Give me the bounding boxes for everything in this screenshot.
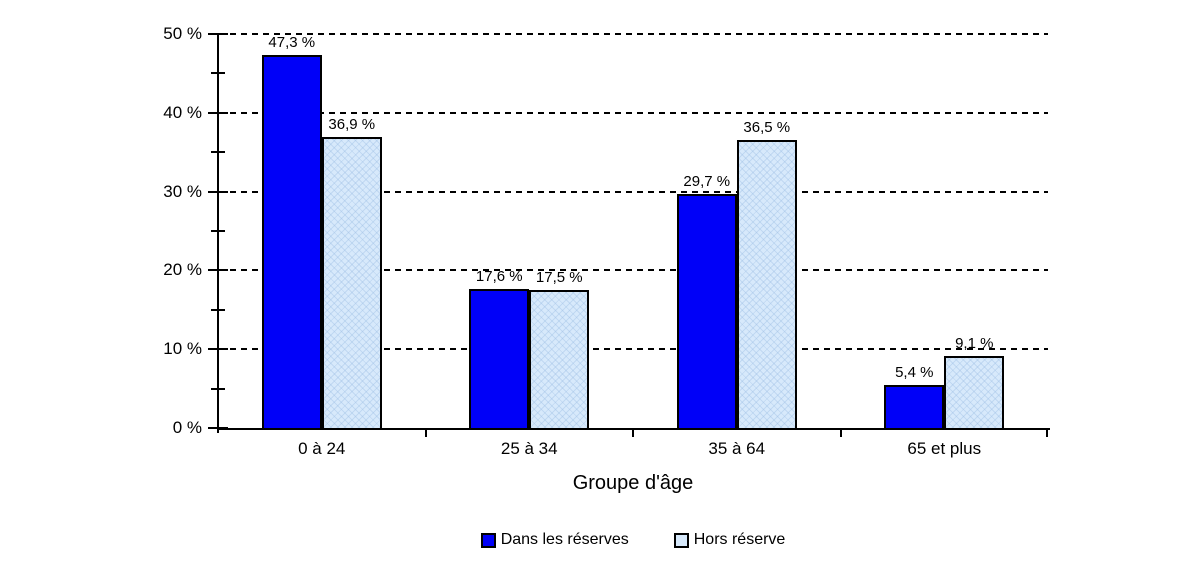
y-axis-tick-label: 30 % [163, 181, 202, 201]
y-axis-tick-label: 40 % [163, 102, 202, 122]
y-axis-minor-tick [211, 151, 225, 154]
bar-value-label: 17,6 % [475, 268, 523, 286]
bar-dans-les-reserves [884, 385, 945, 430]
bar-dans-les-reserves [469, 289, 530, 430]
x-category-label: 35 à 64 [708, 439, 766, 458]
gridline [219, 111, 1048, 114]
x-category-label: 65 et plus [907, 439, 982, 458]
y-axis-tick-label: 20 % [163, 260, 202, 280]
legend-label-dans-les-reserves: Dans les réserves [500, 531, 629, 548]
gridline [219, 269, 1048, 272]
y-axis-major-tick [208, 111, 228, 114]
bar-value-label: 36,5 % [743, 119, 791, 137]
bar-value-label: 5,4 % [895, 364, 934, 382]
gridline [219, 33, 1048, 35]
bar-value-label: 47,3 % [268, 34, 316, 52]
legend: Dans les réserves Hors réserve [218, 531, 1048, 549]
bar-value-label: 36,9 % [328, 116, 376, 134]
legend-item-dans-les-reserves: Dans les réserves [480, 531, 629, 549]
bar-hors-reserve [321, 137, 382, 430]
bar-hors-reserve [736, 140, 797, 430]
y-axis-minor-tick [211, 230, 225, 232]
y-axis-tick-label: 10 % [163, 339, 202, 359]
bar-dans-les-reserves [676, 193, 737, 430]
y-axis-minor-tick [211, 72, 225, 75]
y-axis-major-tick [208, 427, 228, 429]
x-category-label: 0 à 24 [298, 439, 346, 458]
x-axis-tick [839, 429, 842, 437]
bar-hors-reserve [529, 290, 590, 430]
y-axis-major-tick [208, 269, 228, 272]
legend-item-hors-reserve: Hors réserve [673, 531, 786, 549]
bar-value-label: 9,1 % [955, 335, 994, 353]
gridline [219, 348, 1048, 351]
bar-value-label: 29,7 % [683, 172, 731, 190]
y-axis-major-tick [208, 33, 228, 35]
bar-hors-reserve [944, 356, 1005, 430]
x-axis-tick [1046, 429, 1048, 437]
y-axis-tick-label: 50 % [163, 24, 202, 43]
x-axis-tick [632, 429, 634, 437]
y-axis-major-tick [208, 190, 228, 193]
gridline [219, 190, 1048, 193]
bar-value-label: 17,5 % [535, 269, 583, 287]
y-axis-major-tick [208, 348, 228, 351]
x-category-label: 25 à 34 [500, 439, 558, 458]
legend-swatch-hors-reserve [673, 532, 689, 548]
legend-label-hors-reserve: Hors réserve [693, 531, 786, 548]
y-axis-line [217, 33, 219, 433]
x-axis-title: Groupe d'âge [572, 472, 694, 494]
bar-dans-les-reserves [261, 55, 322, 430]
y-axis-tick-label: 0 % [172, 418, 202, 437]
legend-swatch-dans-les-reserves [480, 532, 496, 548]
y-axis-minor-tick [211, 308, 225, 311]
y-axis-minor-tick [211, 387, 225, 390]
x-axis-tick [424, 429, 427, 437]
